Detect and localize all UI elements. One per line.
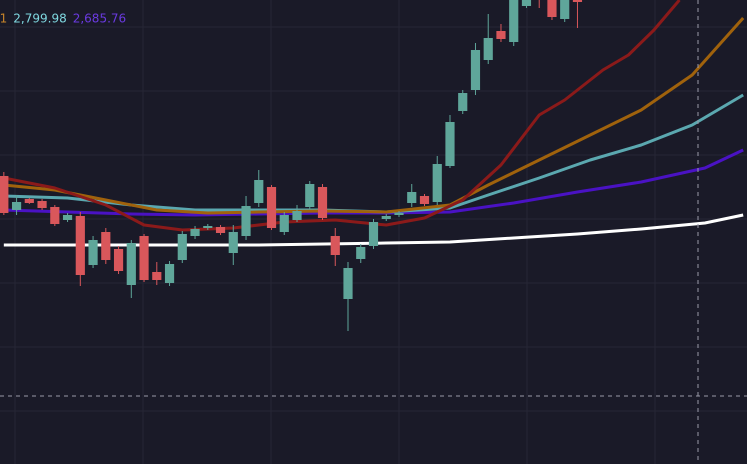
candle-body — [330, 236, 340, 255]
candle-body — [24, 199, 34, 203]
moving-average-line — [3, 16, 745, 215]
candle-body — [432, 164, 442, 202]
moving-average-line — [3, 0, 681, 232]
candle-body — [101, 232, 111, 260]
candle-body — [560, 0, 570, 19]
candle-body — [113, 249, 124, 271]
candle-body — [266, 187, 277, 228]
candle-body — [164, 264, 175, 283]
candle-body — [228, 232, 238, 253]
candle-body — [470, 50, 481, 90]
candle-body — [509, 0, 519, 42]
candle-body — [62, 215, 73, 220]
candle-body — [11, 202, 22, 210]
candle-body — [88, 240, 98, 265]
candle-body — [521, 0, 532, 6]
candle-body — [407, 192, 417, 203]
candle-body — [445, 122, 455, 166]
candle-body — [343, 268, 353, 299]
candle-body — [368, 222, 379, 246]
candle-body — [190, 229, 200, 236]
legend: 31 2,799.98 2,685.76 — [0, 12, 126, 26]
candle-body — [37, 201, 47, 208]
candle-body — [279, 215, 289, 232]
candle-body — [241, 206, 251, 236]
candle-body — [292, 211, 302, 220]
plot — [0, 0, 745, 331]
moving-average-line — [3, 213, 744, 247]
candle-body — [254, 180, 264, 203]
candle-body — [496, 31, 506, 39]
candle-body — [394, 213, 404, 215]
legend-value: 31 — [0, 12, 7, 26]
candle-body — [547, 0, 557, 17]
candle-body — [419, 196, 430, 204]
candle-body — [139, 236, 149, 280]
candle-body — [305, 184, 315, 207]
candle-body — [483, 38, 493, 60]
candle-body — [50, 207, 60, 224]
legend-value: 2,685.76 — [73, 12, 126, 26]
candle-body — [126, 243, 136, 285]
candle-body — [572, 0, 583, 2]
candle-body — [317, 187, 328, 218]
legend-value: 2,799.98 — [13, 12, 66, 26]
candle-body — [356, 247, 366, 259]
candle-body — [75, 216, 85, 275]
candle-body — [458, 93, 468, 111]
candle-body — [177, 234, 187, 260]
candle-body — [152, 272, 162, 280]
candle-body — [381, 216, 391, 219]
candle-body — [0, 176, 9, 213]
candle-body — [203, 226, 213, 228]
candle-body — [215, 227, 226, 233]
